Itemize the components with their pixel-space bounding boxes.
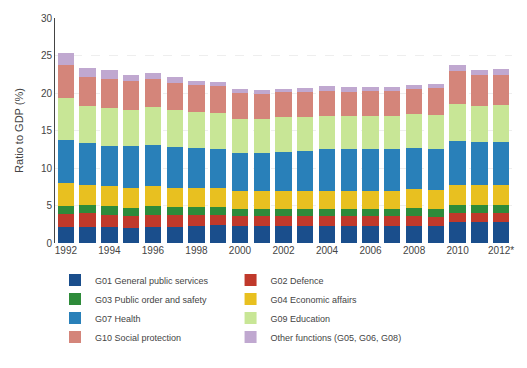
svg-text:Other functions (G05, G06, G08: Other functions (G05, G06, G08)	[271, 333, 402, 343]
svg-text:G07 Health: G07 Health	[95, 314, 141, 324]
svg-text:2004: 2004	[316, 245, 339, 256]
svg-text:2012*: 2012*	[488, 245, 514, 256]
svg-text:1996: 1996	[142, 245, 165, 256]
svg-text:2006: 2006	[359, 245, 382, 256]
svg-text:25: 25	[41, 50, 53, 61]
svg-text:G01 General public services: G01 General public services	[95, 276, 209, 286]
svg-text:15: 15	[41, 125, 53, 136]
svg-text:G04 Economic affairs: G04 Economic affairs	[271, 295, 357, 305]
svg-text:Ratio to GDP (%): Ratio to GDP (%)	[13, 88, 25, 173]
svg-text:30: 30	[41, 13, 53, 24]
svg-text:1994: 1994	[98, 245, 121, 256]
svg-text:2010: 2010	[446, 245, 469, 256]
svg-text:G09 Education: G09 Education	[271, 314, 331, 324]
svg-text:10: 10	[41, 163, 53, 174]
svg-text:20: 20	[41, 88, 53, 99]
svg-text:2002: 2002	[272, 245, 295, 256]
svg-text:G03 Public order and safety: G03 Public order and safety	[95, 295, 207, 305]
svg-text:G02 Defence: G02 Defence	[271, 276, 324, 286]
svg-text:G10 Social protection: G10 Social protection	[95, 333, 181, 343]
svg-text:1998: 1998	[185, 245, 208, 256]
svg-text:2000: 2000	[229, 245, 252, 256]
svg-text:5: 5	[46, 200, 52, 211]
svg-text:0: 0	[46, 238, 52, 249]
svg-text:2008: 2008	[403, 245, 426, 256]
svg-text:1992: 1992	[55, 245, 78, 256]
